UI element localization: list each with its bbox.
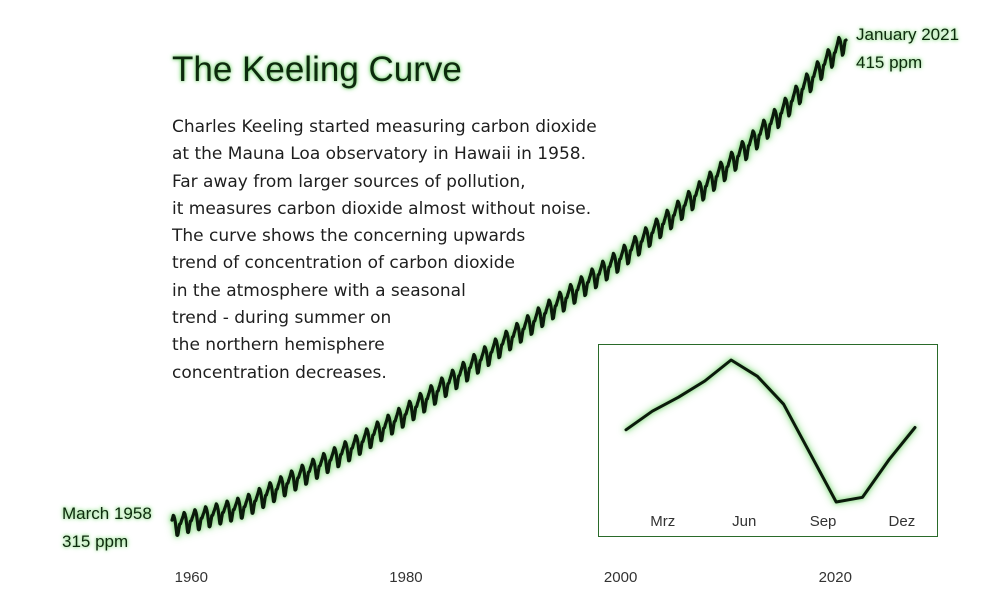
x-tick-label: 2000 [604,569,637,586]
description-line: trend of concentration of carbon dioxide [172,253,515,274]
inset-x-tick-label: Jun [732,513,756,530]
description-line: The curve shows the concerning upwards [172,226,526,247]
start-date-label: March 1958 [62,504,152,523]
x-tick-label: 2020 [819,569,852,586]
x-tick-label: 1960 [175,569,208,586]
end-annotation: January 2021 415 ppm [856,21,959,77]
inset-x-tick-label: Dez [889,513,916,530]
description-text: Charles Keeling started measuring carbon… [172,114,642,387]
main-x-axis-ticks: 1960 1980 2000 2020 [175,569,852,586]
end-date-label: January 2021 [856,25,960,44]
description-line: trend - during summer on [172,308,392,329]
description-line: the northern hemisphere [172,335,385,356]
seasonal-inset-frame [598,344,938,537]
description-line: in the atmosphere with a seasonal [172,280,466,301]
end-value-label: 415 ppm [856,53,923,72]
x-tick-label: 1980 [389,569,422,586]
start-annotation: March 1958 315 ppm [62,500,152,556]
inset-x-tick-label: Mrz [650,513,675,530]
description-line: Charles Keeling started measuring carbon… [172,117,597,137]
chart-title: The Keeling Curve [172,50,462,89]
keeling-curve-line [170,35,848,537]
description-line: at the Mauna Loa observatory in Hawaii i… [172,144,586,165]
start-value-label: 315 ppm [62,532,129,551]
description-line: concentration decreases. [172,362,387,383]
inset-x-tick-label: Sep [810,513,837,530]
inset-x-axis-ticks: Mrz Jun Sep Dez [650,513,915,530]
description-line: Far away from larger sources of pollutio… [172,171,526,192]
seasonal-cycle-line [624,358,917,504]
description-line: it measures carbon dioxide almost withou… [172,198,592,219]
